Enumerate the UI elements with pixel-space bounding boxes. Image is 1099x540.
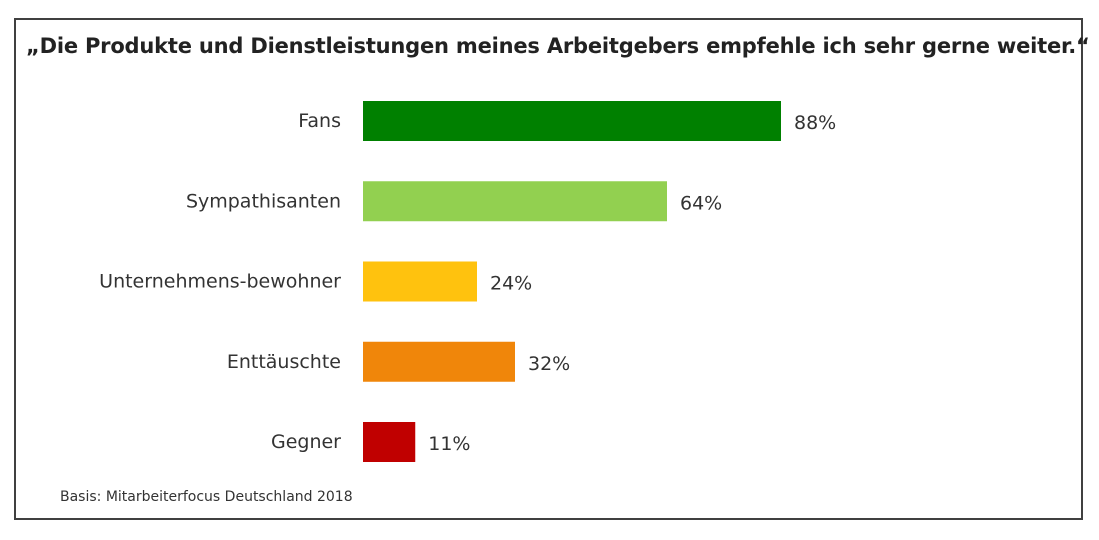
value-label-3: 32%: [528, 353, 570, 375]
bar-4: [363, 422, 416, 462]
chart-title: „Die Produkte und Dienstleistungen meine…: [26, 34, 1090, 58]
value-label-4: 11%: [428, 433, 470, 455]
value-label-1: 64%: [680, 192, 722, 214]
category-label-4: Gegner: [271, 431, 341, 453]
bars-group: Fans 88% Sympathisanten 64% Unternehmens-bew…: [99, 101, 836, 462]
bar-2: [363, 261, 477, 302]
bar-0: [363, 101, 781, 141]
category-label-1: Sympathisanten: [186, 190, 341, 212]
category-label-0: Fans: [298, 110, 341, 132]
bar-3: [363, 341, 515, 382]
category-label-2: Unternehmens-bewohner: [99, 271, 341, 293]
value-label-2: 24%: [490, 273, 532, 295]
value-label-0: 88%: [794, 112, 836, 134]
category-label-3: Enttäuschte: [227, 351, 341, 373]
footnote: Basis: Mitarbeiterfocus Deutschland 2018: [60, 489, 353, 505]
bar-1: [363, 181, 667, 222]
